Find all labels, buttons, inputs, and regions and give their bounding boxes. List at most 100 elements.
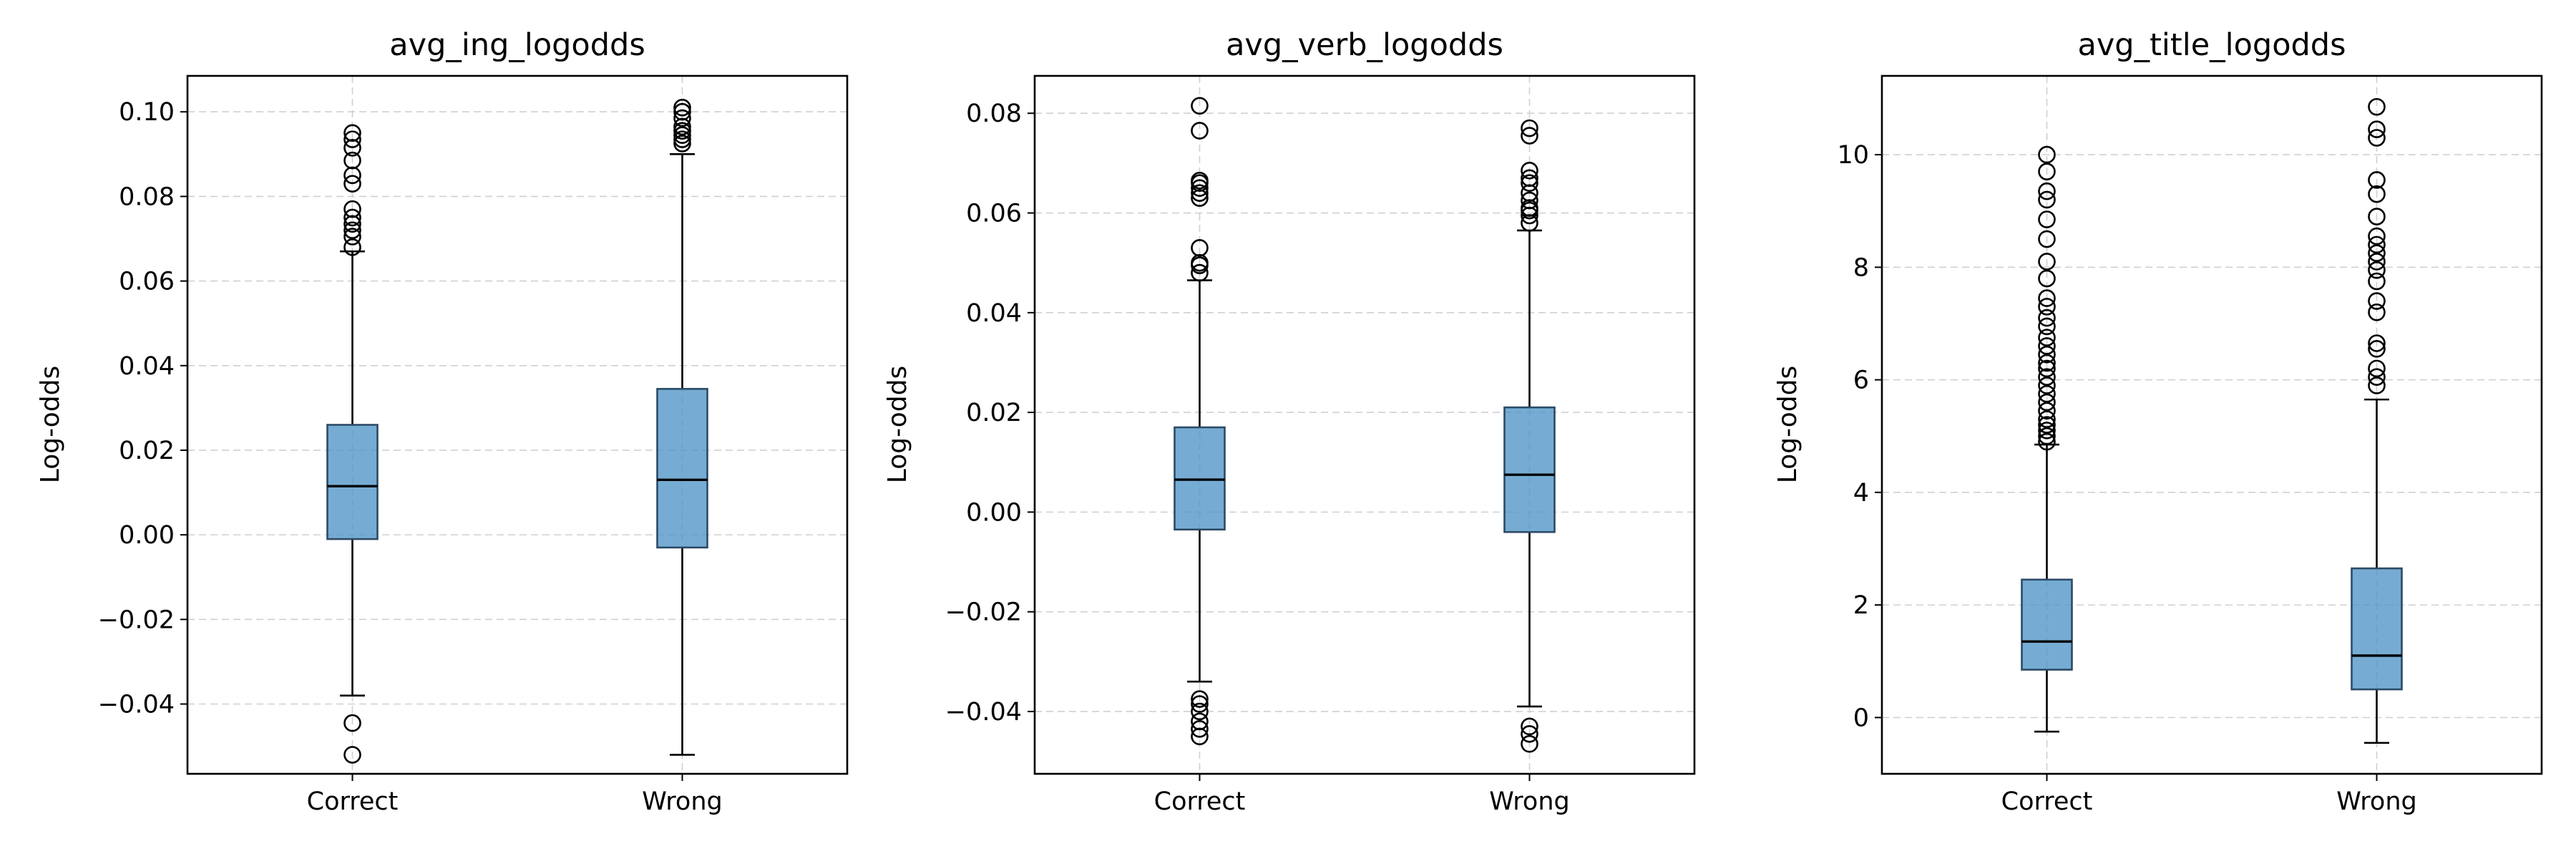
panel-ing-grid: [187, 76, 847, 774]
y-tick-label: 0.06: [119, 268, 175, 296]
outlier-point: [1521, 162, 1538, 180]
outlier-point: [2038, 384, 2056, 403]
outlier-point: [673, 117, 691, 136]
y-tick-label: −0.04: [98, 691, 175, 719]
y-tick-label: 4: [1853, 479, 1869, 508]
outlier-point: [1521, 174, 1538, 193]
y-tick-label: 0.00: [966, 498, 1022, 527]
outlier-point: [673, 130, 691, 148]
outlier-point: [2038, 182, 2056, 200]
x-tick-label: Wrong: [1489, 787, 1569, 816]
outlier-point: [2368, 236, 2386, 254]
outlier-point: [1191, 179, 1209, 197]
panel-verb-grid: [1035, 76, 1694, 774]
outlier-point: [1191, 97, 1209, 115]
outlier-point: [343, 124, 361, 142]
y-tick-label: 0.04: [119, 352, 175, 381]
x-tick-label: Correct: [2001, 787, 2093, 816]
panel-verb-x-ticks: Correct Wrong: [1154, 774, 1570, 816]
outlier-point: [343, 139, 361, 157]
panel-verb-y-axis-label: Log-odds: [883, 366, 912, 483]
outlier-point: [343, 228, 361, 246]
outlier-point: [343, 746, 361, 764]
outlier-point: [2038, 162, 2056, 180]
panel-ing-frame: [186, 74, 849, 775]
panel-ing-y-ticks: −0.04 −0.02 0.00 0.02 0.04 0.06 0.08 0.10: [98, 98, 187, 719]
x-tick-label: Correct: [1154, 787, 1246, 816]
outlier-point: [673, 126, 691, 145]
outlier-point: [2368, 303, 2386, 321]
y-tick-label: −0.04: [945, 698, 1022, 727]
outlier-point: [343, 215, 361, 233]
outlier-point: [1191, 712, 1209, 731]
iqr-box: [1503, 406, 1556, 533]
outlier-point: [2038, 317, 2056, 336]
panel-title-boxes: [2021, 97, 2403, 744]
outlier-point: [2038, 210, 2056, 228]
y-tick-label: 10: [1837, 141, 1869, 170]
outlier-point: [343, 175, 361, 193]
panel-ing-title: avg_ing_logodds: [389, 27, 645, 63]
panel-verb-boxes: [1174, 97, 1556, 753]
panel-verb: −0.04 −0.02 0.00 0.02 0.04 0.06 0.08 Correct Wr…: [883, 27, 1696, 816]
outlier-point: [343, 238, 361, 256]
y-tick-label: 8: [1853, 253, 1869, 282]
panel-ing: −0.04 −0.02 0.00 0.02 0.04 0.06 0.08 0.10 Corre…: [36, 27, 849, 816]
panel-verb-title: avg_verb_logodds: [1226, 27, 1503, 63]
outlier-point: [1191, 695, 1209, 713]
panel-title: 0 2 4 6 8 10 Correct Wrong avg_title_logodds L…: [1773, 27, 2543, 816]
outlier-point: [1521, 191, 1538, 210]
outlier-point: [2368, 244, 2386, 262]
iqr-box: [2021, 578, 2073, 671]
outlier-point: [2038, 422, 2056, 440]
outlier-point: [2038, 289, 2056, 307]
outlier-point: [343, 166, 361, 185]
outlier-point: [2368, 97, 2386, 116]
outlier-point: [2038, 427, 2056, 445]
panel-title-y-axis-label: Log-odds: [1773, 366, 1802, 483]
outlier-point: [2368, 377, 2386, 394]
outlier-point: [673, 135, 691, 152]
outlier-point: [2038, 402, 2056, 420]
outlier-point: [1521, 169, 1538, 188]
outlier-point: [2038, 269, 2056, 288]
iqr-box: [2351, 567, 2403, 691]
outlier-point: [2368, 171, 2386, 189]
panel-title-grid: [1882, 76, 2542, 774]
outlier-point: [673, 102, 691, 121]
outlier-point: [673, 99, 691, 117]
outlier-point: [2038, 368, 2056, 386]
outlier-point: [1191, 238, 1209, 257]
outlier-point: [2038, 298, 2056, 316]
outlier-point: [1521, 717, 1538, 736]
outlier-point: [2038, 354, 2056, 372]
outlier-point: [343, 130, 361, 148]
y-tick-label: −0.02: [945, 598, 1022, 627]
outlier-point: [1191, 184, 1209, 202]
y-tick-label: 2: [1853, 591, 1869, 620]
y-tick-label: 0.06: [966, 200, 1022, 228]
y-tick-label: 0.00: [119, 521, 175, 550]
outlier-point: [1191, 690, 1209, 708]
outlier-point: [2038, 416, 2056, 434]
outlier-point: [2038, 309, 2056, 327]
y-tick-label: 0.04: [966, 299, 1022, 328]
outlier-point: [2038, 410, 2056, 428]
outlier-point: [2038, 253, 2056, 271]
outlier-point: [2368, 227, 2386, 246]
outlier-point: [2368, 129, 2386, 147]
outlier-point: [2038, 145, 2056, 164]
outlier-point: [1521, 724, 1538, 743]
outlier-point: [343, 714, 361, 732]
outlier-point: [1191, 171, 1209, 190]
y-tick-label: 0.08: [119, 183, 175, 211]
panel-title-title: avg_title_logodds: [2077, 27, 2346, 63]
panel-title-x-ticks: Correct Wrong: [2001, 774, 2417, 816]
outlier-point: [1191, 263, 1209, 282]
panel-title-y-ticks: 0 2 4 6 8 10: [1837, 141, 1882, 732]
outlier-point: [2368, 120, 2386, 138]
outlier-point: [343, 221, 361, 239]
outlier-point: [2038, 432, 2056, 451]
outlier-point: [2038, 359, 2056, 378]
